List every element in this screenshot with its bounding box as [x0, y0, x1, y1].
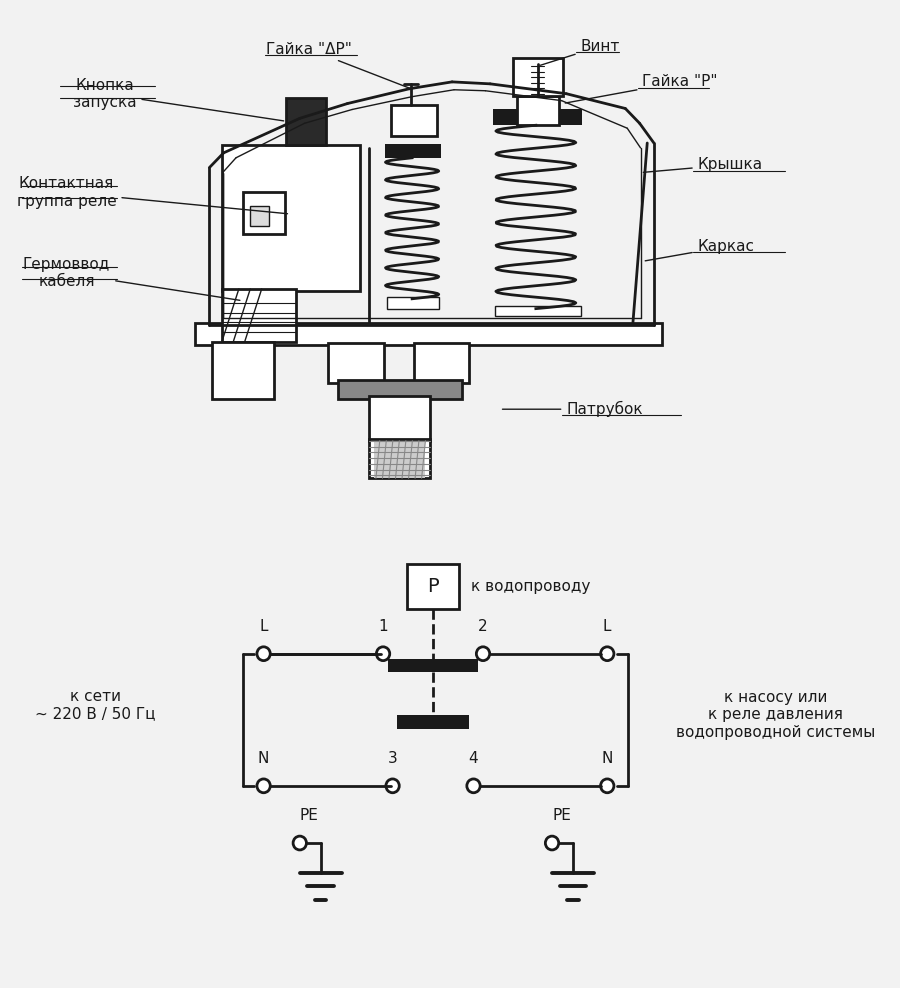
Bar	[221, 288, 296, 342]
Text: PE: PE	[552, 808, 571, 823]
Text: Гайка "P": Гайка "P"	[565, 74, 718, 103]
Text: P: P	[428, 577, 439, 596]
Text: Гермоввод
кабеля: Гермоввод кабеля	[22, 257, 240, 300]
Text: Патрубок: Патрубок	[502, 401, 643, 417]
Bar	[387, 296, 439, 308]
Circle shape	[376, 647, 390, 661]
Text: Винт: Винт	[540, 39, 620, 65]
Text: L: L	[259, 619, 268, 634]
Circle shape	[386, 779, 400, 792]
Bar	[369, 439, 430, 478]
Circle shape	[256, 647, 270, 661]
Text: к водопроводу: к водопроводу	[471, 579, 590, 594]
Circle shape	[545, 836, 559, 850]
Bar	[495, 305, 580, 315]
Bar	[243, 193, 285, 234]
Circle shape	[467, 779, 481, 792]
Bar	[493, 110, 582, 125]
Text: L: L	[603, 619, 611, 634]
Bar	[286, 98, 327, 145]
Bar	[212, 342, 274, 399]
Text: N: N	[601, 751, 613, 766]
Bar	[517, 96, 559, 125]
Bar	[513, 58, 562, 96]
Bar	[369, 396, 430, 441]
Bar	[397, 715, 469, 729]
Text: к сети
~ 220 В / 50 Гц: к сети ~ 220 В / 50 Гц	[35, 689, 156, 721]
Text: PE: PE	[300, 808, 319, 823]
Bar	[328, 343, 383, 382]
Text: Гайка "ΔP": Гайка "ΔP"	[266, 41, 409, 88]
Text: 3: 3	[388, 751, 398, 766]
Circle shape	[476, 647, 490, 661]
Circle shape	[600, 647, 614, 661]
Text: 1: 1	[378, 619, 388, 634]
Text: 4: 4	[469, 751, 478, 766]
Text: Контактная
группа реле: Контактная группа реле	[17, 176, 287, 213]
Bar	[250, 206, 269, 226]
Bar	[388, 659, 478, 673]
Circle shape	[600, 779, 614, 792]
Bar	[392, 105, 436, 136]
Text: N: N	[258, 751, 269, 766]
Bar	[374, 441, 426, 478]
Circle shape	[256, 779, 270, 792]
Bar	[195, 323, 662, 345]
Text: Каркас: Каркас	[645, 239, 755, 261]
Bar	[338, 379, 462, 399]
Bar	[385, 144, 441, 158]
Text: Крышка: Крышка	[644, 157, 763, 172]
Text: к насосу или
к реле давления
водопроводной системы: к насосу или к реле давления водопроводн…	[676, 690, 876, 740]
Bar	[221, 145, 360, 290]
Text: 2: 2	[478, 619, 488, 634]
Bar	[407, 564, 459, 609]
Bar	[414, 343, 469, 382]
Text: Кнопка
запуска: Кнопка запуска	[73, 77, 284, 121]
Circle shape	[293, 836, 306, 850]
